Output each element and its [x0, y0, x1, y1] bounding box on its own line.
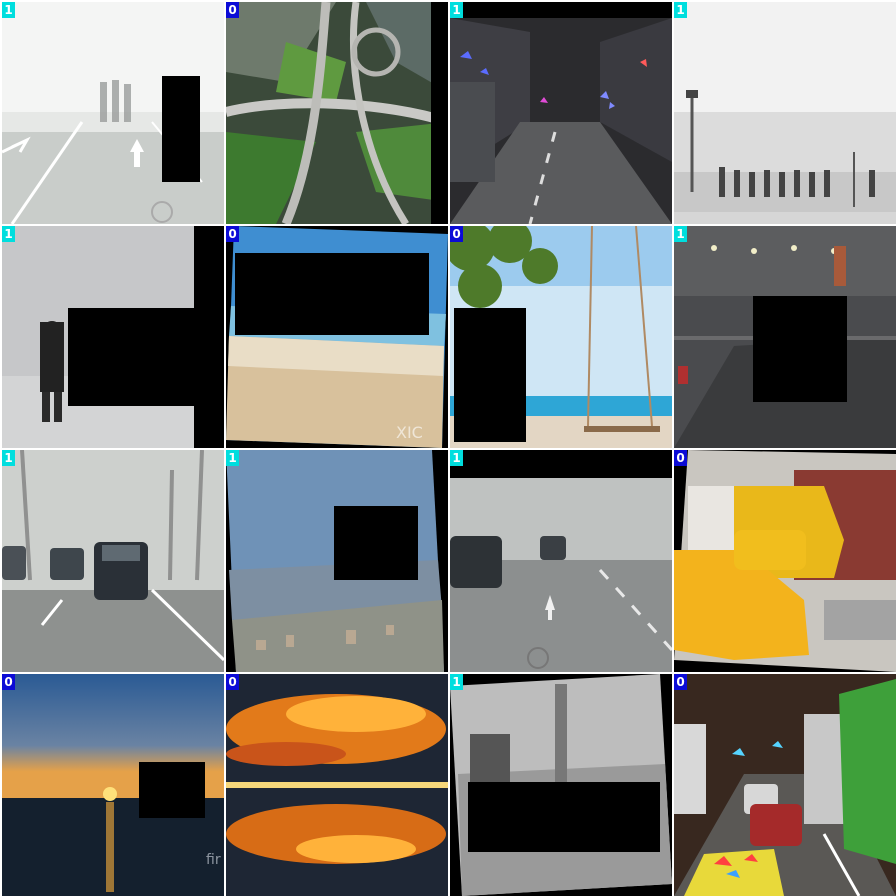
- dark-street-image: [450, 2, 672, 224]
- label-badge: 0: [2, 674, 15, 690]
- tile-beach: XIC 0: [226, 226, 448, 448]
- sunset-sea-image: fir an: [2, 674, 224, 896]
- tile-foggy-road: 1: [2, 2, 224, 224]
- tile-night-street: 1: [674, 226, 896, 448]
- tile-foggy-plaza: 1: [674, 2, 896, 224]
- police-fog-image: [2, 226, 224, 448]
- label-badge: 1: [450, 674, 463, 690]
- tile-hazy-city: 1: [226, 450, 448, 672]
- label-badge: 1: [2, 2, 15, 18]
- label-badge: 1: [2, 226, 15, 242]
- label-badge: 0: [226, 674, 239, 690]
- label-badge: 1: [2, 450, 15, 466]
- label-badge: 0: [674, 450, 687, 466]
- tile-fiery-sunset: 0: [226, 674, 448, 896]
- tile-yellow-taxi: 0: [674, 450, 896, 672]
- label-badge: 1: [450, 2, 463, 18]
- label-badge: 0: [226, 2, 239, 18]
- beach-swing-image: [450, 226, 672, 448]
- hazy-city-image: [226, 450, 448, 672]
- gray-fog-image: [450, 674, 672, 896]
- watermark-text: XIC: [396, 423, 423, 442]
- tile-foggy-cars: 1: [450, 450, 672, 672]
- label-badge: 1: [674, 2, 687, 18]
- beach-image: XIC: [226, 226, 448, 448]
- label-badge: 0: [226, 226, 239, 242]
- label-badge: 0: [674, 674, 687, 690]
- tile-sunset-sea: fir an 0: [2, 674, 224, 896]
- tile-gray-fog: 1: [450, 674, 672, 896]
- night-street-image: [674, 226, 896, 448]
- tile-aerial-interchange: 0: [226, 2, 448, 224]
- label-badge: 1: [450, 450, 463, 466]
- label-badge: 0: [450, 226, 463, 242]
- foggy-trees-road-image: [2, 450, 224, 672]
- tile-beach-swing: 0: [450, 226, 672, 448]
- traffic-jam-image: [674, 674, 896, 896]
- watermark-text: fir an: [206, 852, 224, 868]
- tile-traffic-jam: 0: [674, 674, 896, 896]
- label-badge: 1: [226, 450, 239, 466]
- yellow-taxi-image: [674, 450, 896, 672]
- aerial-interchange-image: [226, 2, 448, 224]
- tile-police-fog: 1: [2, 226, 224, 448]
- fiery-sunset-image: [226, 674, 448, 896]
- tile-foggy-trees-road: 1: [2, 450, 224, 672]
- foggy-plaza-image: [674, 2, 896, 224]
- label-badge: 1: [674, 226, 687, 242]
- tile-dark-street: 1: [450, 2, 672, 224]
- foggy-cars-image: [450, 450, 672, 672]
- foggy-road-image: [2, 2, 224, 224]
